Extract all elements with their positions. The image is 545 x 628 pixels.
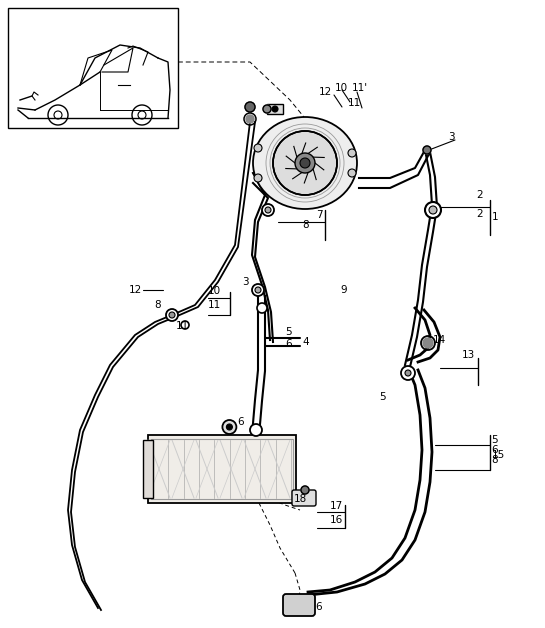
Text: 6: 6 [315,602,322,612]
Circle shape [254,144,262,152]
Circle shape [166,309,178,321]
Circle shape [423,146,431,154]
Text: 8: 8 [302,220,308,230]
Text: 2: 2 [476,190,483,200]
Text: 10: 10 [335,83,348,93]
Circle shape [252,284,264,296]
Text: 4: 4 [302,337,308,347]
Circle shape [257,303,267,313]
Circle shape [246,115,254,123]
Text: 12: 12 [319,87,332,97]
Circle shape [265,207,271,213]
Circle shape [348,169,356,177]
Circle shape [250,424,262,436]
Text: 8: 8 [491,455,498,465]
Circle shape [300,158,310,168]
Circle shape [226,424,232,430]
Text: 11: 11 [176,321,189,331]
Text: 6: 6 [491,445,498,455]
Text: 17: 17 [330,501,343,511]
Text: 15: 15 [492,450,505,460]
Circle shape [301,486,309,494]
Bar [267,104,283,114]
Text: 12: 12 [129,285,142,295]
Text: 11: 11 [208,300,221,310]
Bar [148,435,296,503]
Text: 3: 3 [448,132,455,142]
Text: 2: 2 [476,209,483,219]
Ellipse shape [253,117,357,209]
Bar [8,8,178,128]
Circle shape [401,366,415,380]
Text: 11': 11' [352,83,368,93]
Circle shape [263,105,271,113]
Text: 7: 7 [316,210,323,220]
Circle shape [245,102,255,112]
Text: 18: 18 [294,494,307,504]
Circle shape [273,131,337,195]
Text: 6: 6 [238,417,244,427]
Text: 11: 11 [348,98,361,108]
FancyBboxPatch shape [283,594,315,616]
Circle shape [254,174,262,182]
Circle shape [405,370,411,376]
Bar [143,440,153,498]
Circle shape [181,321,189,329]
Text: 1: 1 [492,212,499,222]
FancyBboxPatch shape [292,490,316,506]
Circle shape [272,106,278,112]
Circle shape [423,338,433,348]
Bar [151,439,293,499]
Text: 10: 10 [208,286,221,296]
Text: 9: 9 [340,285,347,295]
Text: 13: 13 [462,350,475,360]
Circle shape [295,153,315,173]
Text: 8: 8 [154,300,161,310]
Circle shape [262,204,274,216]
Circle shape [255,287,261,293]
Text: 3: 3 [243,277,249,287]
Text: 14: 14 [433,335,446,345]
Circle shape [425,202,441,218]
Text: 5: 5 [491,435,498,445]
Circle shape [169,312,175,318]
Circle shape [222,420,237,434]
Text: 16: 16 [330,515,343,525]
Text: 5: 5 [285,327,292,337]
Circle shape [348,149,356,157]
Text: 6: 6 [285,339,292,349]
Text: 5: 5 [379,392,386,402]
Circle shape [429,206,437,214]
